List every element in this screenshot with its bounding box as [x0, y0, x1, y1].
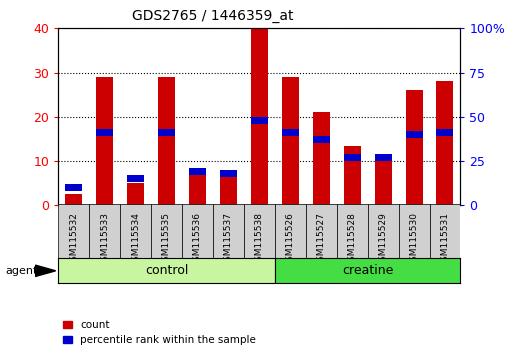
Text: GSM115531: GSM115531 — [440, 212, 448, 267]
Text: GDS2765 / 1446359_at: GDS2765 / 1446359_at — [131, 9, 293, 23]
Bar — [58, 204, 89, 258]
Bar — [188, 168, 206, 175]
Bar — [220, 175, 236, 205]
Bar — [336, 204, 367, 258]
Bar — [398, 204, 429, 258]
Text: GSM115530: GSM115530 — [409, 212, 418, 267]
Text: creatine: creatine — [341, 264, 392, 277]
Text: GSM115532: GSM115532 — [69, 212, 78, 267]
Bar — [213, 204, 243, 258]
Bar — [312, 136, 329, 143]
Bar — [158, 77, 175, 205]
Bar — [281, 77, 298, 205]
Bar — [89, 204, 120, 258]
Bar — [281, 129, 298, 136]
Text: GSM115536: GSM115536 — [192, 212, 201, 267]
Bar — [188, 170, 206, 205]
Polygon shape — [35, 265, 56, 276]
Bar — [374, 154, 391, 161]
Bar — [243, 204, 274, 258]
Text: control: control — [144, 264, 188, 277]
Text: GSM115537: GSM115537 — [223, 212, 232, 267]
Bar — [220, 170, 236, 177]
Text: GSM115526: GSM115526 — [285, 212, 294, 267]
Bar — [312, 113, 329, 205]
Bar — [405, 90, 422, 205]
Text: GSM115527: GSM115527 — [316, 212, 325, 267]
Text: GSM115534: GSM115534 — [131, 212, 140, 267]
Bar — [158, 129, 175, 136]
Text: agent: agent — [5, 266, 37, 276]
Legend: count, percentile rank within the sample: count, percentile rank within the sample — [63, 320, 256, 345]
Text: GSM115535: GSM115535 — [162, 212, 171, 267]
Bar — [405, 131, 422, 138]
Bar — [65, 184, 82, 191]
Text: GSM115528: GSM115528 — [347, 212, 356, 267]
Bar — [274, 204, 305, 258]
Bar — [436, 81, 452, 205]
Text: GSM115538: GSM115538 — [255, 212, 263, 267]
Bar — [374, 154, 391, 205]
Text: GSM115533: GSM115533 — [100, 212, 109, 267]
Bar — [429, 204, 460, 258]
Bar — [127, 175, 144, 182]
Bar — [65, 194, 82, 205]
Bar — [343, 154, 360, 161]
Bar — [127, 183, 144, 205]
Bar — [96, 129, 113, 136]
Bar — [120, 204, 150, 258]
Bar — [343, 145, 360, 205]
Bar — [182, 204, 213, 258]
Bar — [96, 77, 113, 205]
Bar — [250, 28, 267, 205]
Bar — [436, 129, 452, 136]
Bar — [250, 117, 267, 124]
Bar — [305, 204, 336, 258]
Bar — [367, 204, 398, 258]
Bar — [150, 204, 182, 258]
Text: GSM115529: GSM115529 — [378, 212, 387, 267]
